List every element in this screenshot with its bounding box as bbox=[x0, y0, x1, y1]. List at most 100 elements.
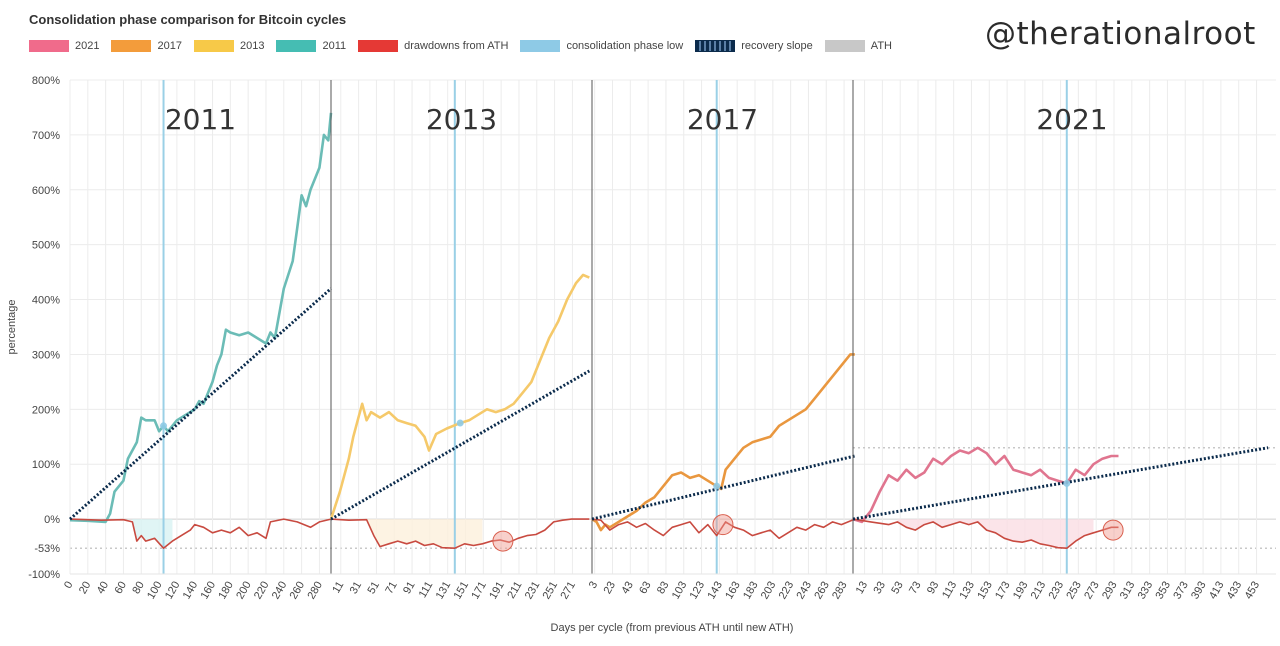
consolidation-low-marker bbox=[160, 422, 168, 430]
x-tick-label: 140 bbox=[181, 580, 201, 602]
highlight-circle bbox=[492, 530, 514, 552]
growth-line-2013 bbox=[329, 273, 590, 520]
drawdown-line-2011 bbox=[69, 518, 332, 550]
legend-item[interactable]: 2017 bbox=[111, 40, 182, 52]
growth-line-2021 bbox=[852, 446, 1119, 524]
x-tick-label: 151 bbox=[452, 580, 472, 602]
x-tick-label: 200 bbox=[234, 580, 254, 602]
x-tick-label: 180 bbox=[216, 580, 236, 602]
x-tick-label: 51 bbox=[366, 580, 383, 597]
x-tick-label: 163 bbox=[723, 580, 743, 602]
x-tick-label: 433 bbox=[1225, 580, 1245, 602]
x-tick-label: 103 bbox=[670, 580, 690, 602]
legend-label: recovery slope bbox=[741, 40, 813, 52]
x-tick-label: 71 bbox=[383, 580, 400, 597]
x-tick-label: 231 bbox=[523, 580, 543, 602]
y-tick-label: 200% bbox=[32, 404, 60, 416]
drawdown-line-2021 bbox=[852, 518, 1119, 550]
legend-item[interactable]: 2013 bbox=[193, 40, 265, 52]
legend-label: 2013 bbox=[239, 40, 265, 52]
x-tick-label: 283 bbox=[830, 580, 850, 602]
legend-label: ATH bbox=[870, 40, 892, 52]
x-tick-label: 13 bbox=[854, 580, 871, 597]
legend-swatch bbox=[276, 40, 317, 52]
x-tick-label: 223 bbox=[777, 580, 797, 602]
x-tick-label: 173 bbox=[993, 579, 1013, 601]
x-tick-label: 113 bbox=[940, 580, 959, 601]
x-tick-label: 0 bbox=[62, 580, 75, 591]
x-tick-label: 153 bbox=[975, 580, 995, 602]
legend-item[interactable]: ATH bbox=[824, 40, 892, 52]
x-tick-label: 263 bbox=[812, 580, 832, 602]
x-tick-label: 43 bbox=[619, 580, 636, 597]
x-tick-label: 123 bbox=[688, 580, 708, 602]
x-tick-label: 251 bbox=[541, 580, 561, 602]
legend-item[interactable]: 2021 bbox=[29, 40, 99, 52]
x-tick-label: 53 bbox=[889, 580, 906, 597]
chart-title: Consolidation phase comparison for Bitco… bbox=[29, 12, 347, 27]
x-tick-label: 233 bbox=[1047, 580, 1067, 602]
x-tick-label: 80 bbox=[130, 580, 147, 597]
highlight-circle bbox=[1102, 519, 1124, 541]
x-tick-label: 271 bbox=[558, 580, 578, 602]
y-tick-label: -100% bbox=[28, 569, 60, 581]
y-tick-label: -53% bbox=[34, 543, 60, 555]
legend-label: 2017 bbox=[157, 40, 182, 52]
y-axis-title: percentage bbox=[6, 299, 18, 354]
y-tick-label: 0% bbox=[44, 514, 60, 526]
consolidation-low-marker bbox=[456, 419, 464, 427]
x-tick-label: 23 bbox=[602, 580, 619, 597]
legend-item[interactable]: consolidation phase low bbox=[520, 40, 683, 52]
x-tick-label: 353 bbox=[1153, 580, 1173, 602]
legend-swatch bbox=[695, 40, 736, 52]
x-tick-label: 73 bbox=[907, 580, 924, 597]
x-tick-label: 313 bbox=[1118, 580, 1138, 602]
x-tick-label: 111 bbox=[417, 580, 436, 600]
x-tick-label: 453 bbox=[1243, 580, 1263, 602]
x-tick-label: 91 bbox=[401, 580, 418, 597]
x-tick-label: 211 bbox=[505, 580, 524, 601]
x-tick-label: 143 bbox=[705, 580, 725, 602]
recovery-slope-2013 bbox=[330, 369, 591, 521]
watermark-handle: @therationalroot bbox=[985, 16, 1256, 52]
growth-line-2011 bbox=[69, 112, 333, 524]
x-tick-label: 253 bbox=[1064, 580, 1084, 602]
legend-label: 2011 bbox=[322, 40, 347, 52]
legend-swatch bbox=[520, 40, 561, 52]
x-tick-label: 3 bbox=[587, 580, 600, 591]
x-tick-label: 100 bbox=[145, 580, 165, 602]
x-tick-label: 20 bbox=[77, 580, 94, 597]
drawdown-line-2017 bbox=[591, 518, 856, 540]
x-tick-label: 93 bbox=[925, 580, 942, 597]
x-tick-label: 40 bbox=[95, 580, 112, 597]
x-tick-label: 83 bbox=[655, 580, 672, 597]
y-tick-label: 300% bbox=[32, 349, 60, 361]
x-tick-label: 63 bbox=[637, 580, 654, 597]
legend-item[interactable]: recovery slope bbox=[695, 40, 813, 52]
legend-item[interactable]: 2011 bbox=[276, 40, 346, 52]
x-axis-title: Days per cycle (from previous ATH until … bbox=[551, 622, 794, 634]
recovery-slope-2011 bbox=[69, 287, 332, 521]
x-tick-label: 333 bbox=[1136, 580, 1156, 602]
x-tick-label: 213 bbox=[1029, 580, 1049, 602]
x-tick-label: 280 bbox=[305, 580, 325, 602]
y-tick-label: 400% bbox=[32, 295, 60, 307]
legend-swatch bbox=[111, 40, 152, 52]
legend-swatch bbox=[358, 40, 399, 52]
x-tick-label: 33 bbox=[871, 580, 888, 597]
legend-label: consolidation phase low bbox=[566, 40, 684, 52]
x-tick-label: 131 bbox=[434, 580, 454, 602]
consolidation-low-marker bbox=[713, 482, 721, 490]
y-tick-label: 800% bbox=[32, 75, 60, 87]
cycle-label-2013: 2013 bbox=[426, 103, 497, 136]
recovery-slope-2017 bbox=[591, 454, 856, 521]
x-tick-label: 183 bbox=[741, 580, 761, 602]
x-tick-label: 133 bbox=[958, 580, 978, 602]
x-tick-label: 240 bbox=[270, 580, 290, 602]
legend-swatch bbox=[824, 40, 865, 52]
chart-legend: 2021 2017 2013 2011 drawdowns from ATH consol… bbox=[29, 40, 904, 52]
y-tick-label: 600% bbox=[32, 185, 60, 197]
legend-item[interactable]: drawdowns from ATH bbox=[358, 40, 508, 52]
consolidation-low-marker bbox=[1063, 479, 1071, 487]
